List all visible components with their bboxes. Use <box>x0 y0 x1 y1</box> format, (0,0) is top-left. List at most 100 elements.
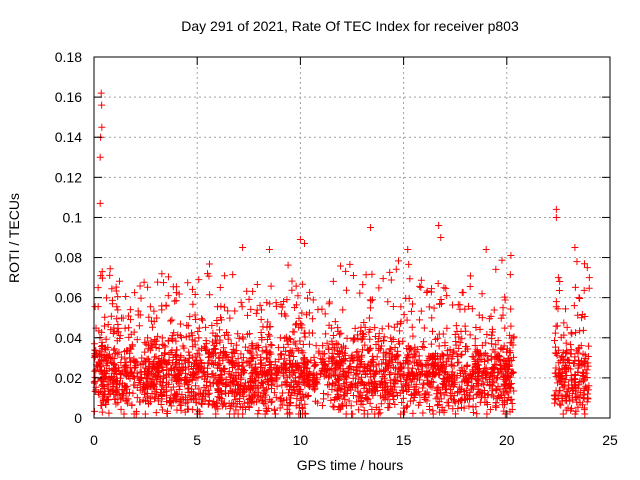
data-point <box>130 381 138 389</box>
data-point <box>571 283 579 291</box>
data-point <box>136 398 144 406</box>
data-point <box>377 392 385 400</box>
data-point <box>153 314 161 322</box>
data-point <box>304 294 312 302</box>
data-point <box>114 328 122 336</box>
data-point <box>298 280 306 288</box>
data-point <box>457 351 465 359</box>
data-point <box>286 336 294 344</box>
data-point <box>454 359 462 367</box>
data-point <box>175 386 183 394</box>
data-point <box>278 401 286 409</box>
data-point <box>245 403 253 411</box>
data-point <box>152 376 160 384</box>
data-point <box>172 374 180 382</box>
data-point <box>329 402 337 410</box>
data-point <box>583 384 591 392</box>
data-point <box>416 316 424 324</box>
data-point <box>490 379 498 387</box>
data-point <box>492 265 500 273</box>
data-point <box>302 410 310 418</box>
data-point <box>472 324 480 332</box>
data-point <box>571 357 579 365</box>
data-point <box>94 284 102 292</box>
data-point <box>206 291 214 299</box>
data-point <box>463 362 471 370</box>
data-point <box>567 346 575 354</box>
data-point <box>289 328 297 336</box>
data-point <box>180 344 188 352</box>
data-point <box>402 294 410 302</box>
data-point <box>510 353 518 361</box>
data-point <box>338 385 346 393</box>
data-point <box>396 320 404 328</box>
data-point <box>380 367 388 375</box>
data-point <box>155 360 163 368</box>
data-point <box>234 381 242 389</box>
data-point <box>99 393 107 401</box>
data-point <box>210 397 218 405</box>
data-point <box>568 384 576 392</box>
data-point <box>487 340 495 348</box>
data-point <box>119 314 127 322</box>
data-point <box>173 390 181 398</box>
data-point <box>387 369 395 377</box>
data-point <box>508 405 516 413</box>
data-point <box>205 389 213 397</box>
data-point <box>492 402 500 410</box>
data-point <box>300 376 308 384</box>
data-point <box>466 331 474 339</box>
plot-frame <box>93 56 611 419</box>
data-point <box>336 386 344 394</box>
data-point <box>102 335 110 343</box>
data-point <box>557 333 565 341</box>
data-point <box>462 327 470 335</box>
data-point <box>552 205 560 213</box>
data-point <box>583 264 591 272</box>
data-point <box>575 294 583 302</box>
data-point <box>217 377 225 385</box>
data-point <box>418 361 426 369</box>
data-point <box>565 365 573 373</box>
data-point <box>136 282 144 290</box>
data-point <box>560 383 568 391</box>
data-point <box>132 357 140 365</box>
data-point <box>286 399 294 407</box>
data-point <box>98 328 106 336</box>
data-point <box>283 296 291 304</box>
data-point <box>213 320 221 328</box>
data-point <box>91 350 99 358</box>
data-point <box>496 385 504 393</box>
data-point <box>112 387 120 395</box>
data-point <box>94 358 102 366</box>
data-point <box>386 376 394 384</box>
data-point <box>205 260 213 268</box>
data-point <box>474 385 482 393</box>
data-point <box>340 380 348 388</box>
data-point <box>248 353 256 361</box>
data-point <box>349 337 357 345</box>
data-point <box>164 337 172 345</box>
data-point <box>452 337 460 345</box>
data-point <box>108 354 116 362</box>
data-point <box>392 265 400 273</box>
data-point <box>160 341 168 349</box>
data-point <box>478 290 486 298</box>
data-point <box>492 386 500 394</box>
axis-tick-labels: 0 0.02 0.04 0.06 0.08 0.1 0.12 0.14 0.16 0.18 0 5 10… <box>55 49 618 448</box>
data-point <box>219 356 227 364</box>
data-point <box>507 252 515 260</box>
data-point <box>333 394 341 402</box>
data-point <box>328 349 336 357</box>
data-point <box>215 354 223 362</box>
data-point <box>214 405 222 413</box>
data-point <box>258 333 266 341</box>
data-point <box>581 410 589 418</box>
data-point <box>483 378 491 386</box>
data-point <box>386 370 394 378</box>
data-point <box>145 341 153 349</box>
data-point <box>562 339 570 347</box>
data-point <box>405 383 413 391</box>
data-point <box>494 368 502 376</box>
data-point <box>428 314 436 322</box>
